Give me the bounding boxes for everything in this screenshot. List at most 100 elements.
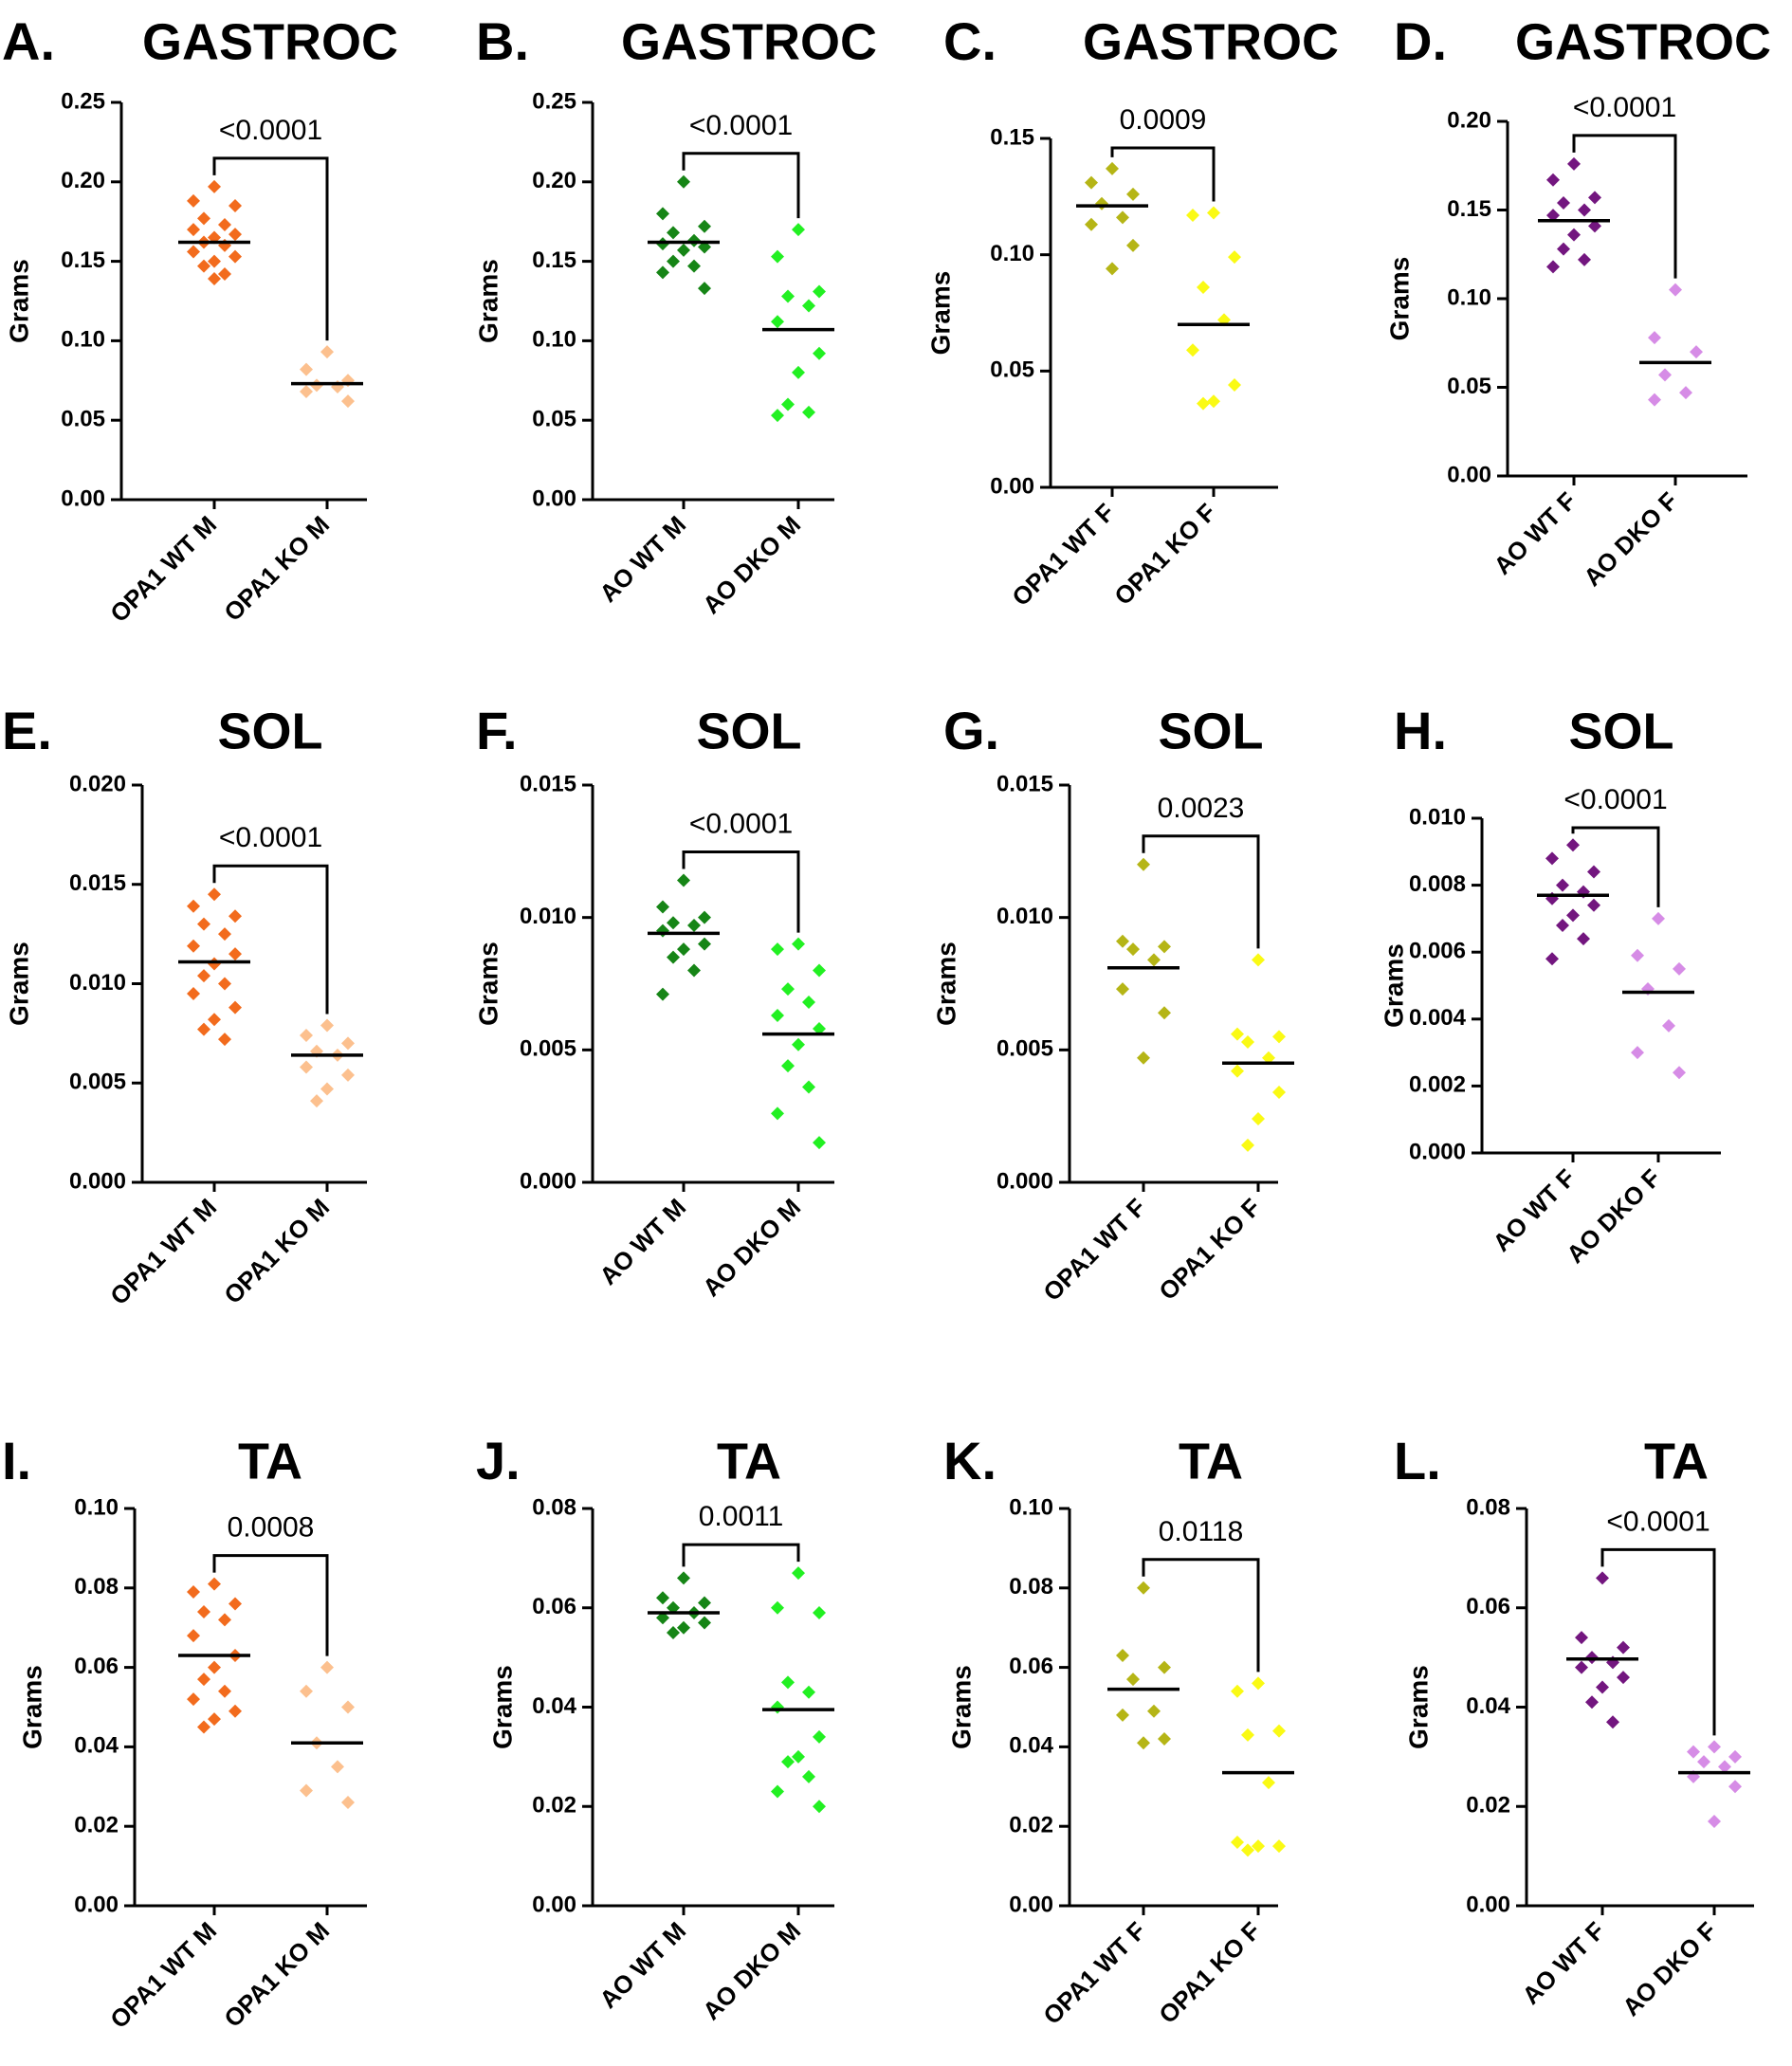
y-axis-label: Grams xyxy=(487,1665,517,1749)
data-point xyxy=(687,919,701,933)
data-point xyxy=(656,1591,669,1605)
p-value-label: 0.0023 xyxy=(1158,793,1245,824)
x-category-label: AO WT M xyxy=(594,1916,691,2014)
data-point xyxy=(341,1068,355,1082)
data-point xyxy=(208,179,221,193)
x-category-label: AO WT F xyxy=(1488,486,1582,580)
axes xyxy=(591,785,834,1184)
data-point xyxy=(229,1000,242,1015)
data-point xyxy=(792,937,805,951)
y-tick-label: 0.00 xyxy=(1466,1892,1510,1917)
data-point xyxy=(1241,1034,1254,1049)
data-point xyxy=(802,405,815,419)
data-point xyxy=(677,942,690,957)
y-tick-label: 0.06 xyxy=(1009,1654,1053,1679)
data-point xyxy=(1690,345,1703,359)
y-tick-label: 0.000 xyxy=(520,1168,576,1194)
data-point xyxy=(1241,1843,1254,1857)
data-point xyxy=(1596,1680,1609,1694)
data-point xyxy=(187,223,200,237)
data-point xyxy=(771,1700,784,1714)
data-point xyxy=(208,1013,221,1027)
data-point xyxy=(300,1028,313,1042)
y-tick-label: 0.00 xyxy=(61,485,105,511)
data-point xyxy=(677,174,690,189)
y-tick-label: 0.00 xyxy=(1009,1892,1053,1917)
y-axis-label: Grams xyxy=(473,259,503,343)
data-point xyxy=(771,409,784,423)
panel-title: GASTROC xyxy=(621,13,877,70)
y-tick-label: 0.010 xyxy=(1409,804,1466,830)
y-tick-label: 0.08 xyxy=(74,1574,119,1600)
data-point xyxy=(1673,1066,1686,1080)
data-point xyxy=(341,1036,355,1051)
data-point xyxy=(218,267,231,282)
panel-title: TA xyxy=(1179,1433,1243,1490)
data-point xyxy=(1556,918,1569,932)
data-point xyxy=(677,873,690,887)
panel-a: A. GASTROC 0.00 0.05 0.10 0.15 0.20 0.25 Grams OP… xyxy=(2,11,398,628)
data-point xyxy=(1272,1086,1286,1100)
panel-letter: E. xyxy=(2,701,52,760)
data-point xyxy=(1728,1780,1742,1794)
x-category-label: OPA1 WT M xyxy=(104,1916,222,2034)
data-point xyxy=(667,226,680,240)
y-tick-label: 0.010 xyxy=(69,970,126,996)
data-point xyxy=(771,315,784,329)
y-tick-label: 0.015 xyxy=(69,870,126,896)
data-point xyxy=(698,937,711,951)
y-tick-label: 0.000 xyxy=(997,1168,1053,1194)
data-point xyxy=(667,254,680,268)
p-value-label: <0.0001 xyxy=(1573,92,1676,123)
data-point xyxy=(208,957,221,971)
x-category-label: AO WT M xyxy=(594,510,691,608)
significance-bracket xyxy=(682,1543,800,1567)
y-tick-label: 0.05 xyxy=(532,407,576,432)
data-point xyxy=(802,996,815,1010)
x-category-label: AO DKO M xyxy=(697,1193,806,1302)
panel-c: C. GASTROC 0.00 0.05 0.10 0.15 Grams OPA1 WT FO… xyxy=(925,11,1339,612)
data-point xyxy=(1126,942,1140,957)
data-point xyxy=(1578,252,1591,266)
data-point xyxy=(187,1584,200,1599)
y-tick-label: 0.05 xyxy=(1447,374,1491,399)
y-tick-label: 0.015 xyxy=(997,771,1053,796)
panel-letter: K. xyxy=(943,1431,997,1490)
data-point xyxy=(1272,1839,1286,1854)
data-point xyxy=(1231,1027,1244,1041)
data-point xyxy=(320,1660,334,1674)
y-tick-label: 0.002 xyxy=(1409,1072,1466,1098)
axes xyxy=(1480,818,1721,1155)
panel-title: SOL xyxy=(696,703,801,759)
panel-letter: G. xyxy=(943,701,999,760)
data-point xyxy=(1652,911,1665,925)
significance-bracket xyxy=(212,156,329,341)
data-point xyxy=(771,249,784,264)
data-point xyxy=(1126,238,1140,252)
axes xyxy=(119,102,367,502)
data-point xyxy=(1556,878,1569,892)
significance-bracket xyxy=(1571,826,1660,907)
y-tick-label: 0.08 xyxy=(532,1494,576,1520)
data-point xyxy=(1158,1006,1171,1020)
data-point xyxy=(667,916,680,930)
data-point xyxy=(1252,953,1265,967)
data-point xyxy=(771,942,784,957)
data-point xyxy=(1158,940,1171,954)
data-point xyxy=(1262,1776,1275,1790)
data-point xyxy=(771,1106,784,1121)
data-point xyxy=(813,963,826,978)
data-point xyxy=(331,1760,344,1774)
data-point xyxy=(1106,262,1119,276)
data-point xyxy=(792,1749,805,1764)
data-point xyxy=(1557,242,1570,256)
y-tick-label: 0.00 xyxy=(532,1892,576,1917)
data-point xyxy=(218,218,231,232)
significance-bracket xyxy=(1142,1558,1260,1673)
data-point xyxy=(197,1022,210,1036)
data-point xyxy=(1585,1695,1599,1709)
data-point xyxy=(1566,838,1580,852)
data-point xyxy=(218,1613,231,1627)
data-point xyxy=(320,345,334,359)
